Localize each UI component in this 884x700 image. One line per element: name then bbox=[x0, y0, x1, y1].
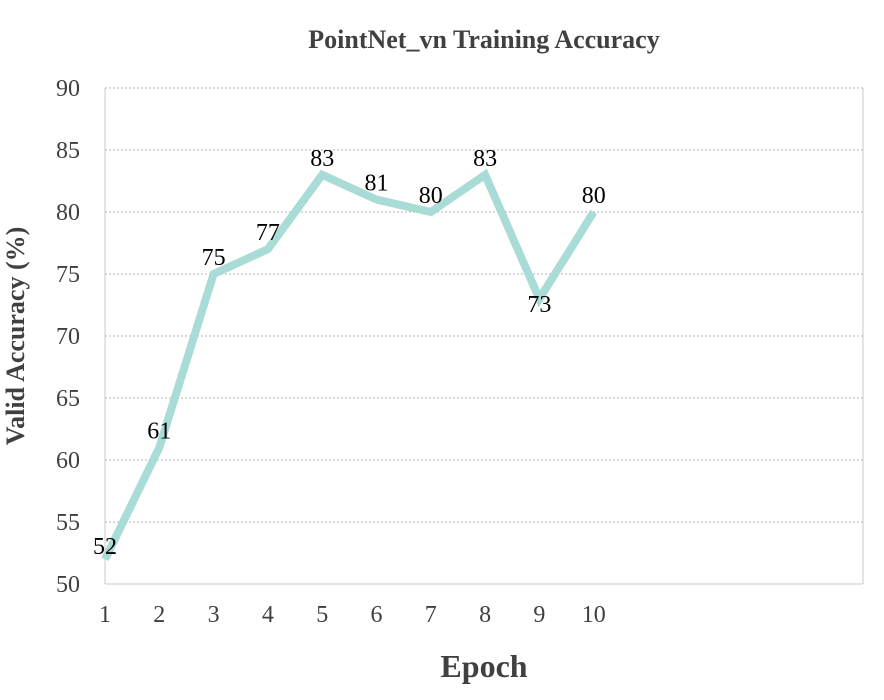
axes bbox=[104, 88, 864, 585]
y-tick-label: 50 bbox=[56, 572, 80, 598]
data-label: 80 bbox=[582, 183, 606, 209]
y-tick-label: 70 bbox=[56, 324, 80, 350]
data-label: 75 bbox=[202, 245, 226, 271]
data-label: 81 bbox=[365, 171, 389, 197]
x-tick-label: 1 bbox=[99, 602, 111, 628]
series-line bbox=[101, 168, 598, 561]
y-tick-label: 90 bbox=[56, 76, 80, 102]
x-tick-label: 8 bbox=[479, 602, 491, 628]
y-tick-label: 65 bbox=[56, 386, 80, 412]
data-label: 61 bbox=[147, 419, 171, 445]
x-tick-labels: 1 2 3 4 5 6 7 8 9 10 bbox=[99, 602, 606, 628]
data-label: 80 bbox=[419, 183, 443, 209]
x-tick-label: 4 bbox=[262, 602, 274, 628]
data-label: 83 bbox=[310, 146, 334, 172]
y-tick-label: 85 bbox=[56, 138, 80, 164]
y-tick-label: 80 bbox=[56, 200, 80, 226]
x-tick-label: 10 bbox=[582, 602, 606, 628]
data-label: 73 bbox=[527, 292, 551, 318]
x-tick-label: 6 bbox=[371, 602, 383, 628]
x-axis-label: Epoch bbox=[440, 648, 527, 684]
chart-title: PointNet_vn Training Accuracy bbox=[308, 25, 659, 54]
data-labels: 52 61 75 77 83 81 80 83 73 80 bbox=[93, 146, 606, 560]
x-tick-label: 7 bbox=[425, 602, 437, 628]
data-label: 83 bbox=[473, 146, 497, 172]
x-tick-label: 5 bbox=[316, 602, 328, 628]
x-tick-label: 3 bbox=[208, 602, 220, 628]
data-label: 52 bbox=[93, 534, 117, 560]
y-tick-label: 60 bbox=[56, 448, 80, 474]
data-label: 77 bbox=[256, 220, 280, 246]
x-tick-label: 2 bbox=[153, 602, 165, 628]
y-tick-label: 55 bbox=[56, 510, 80, 536]
y-tick-label: 75 bbox=[56, 262, 80, 288]
y-tick-labels: 50 55 60 65 70 75 80 85 90 bbox=[56, 76, 80, 598]
y-axis-label: Valid Accuracy (%) bbox=[1, 227, 30, 446]
x-tick-label: 9 bbox=[533, 602, 545, 628]
